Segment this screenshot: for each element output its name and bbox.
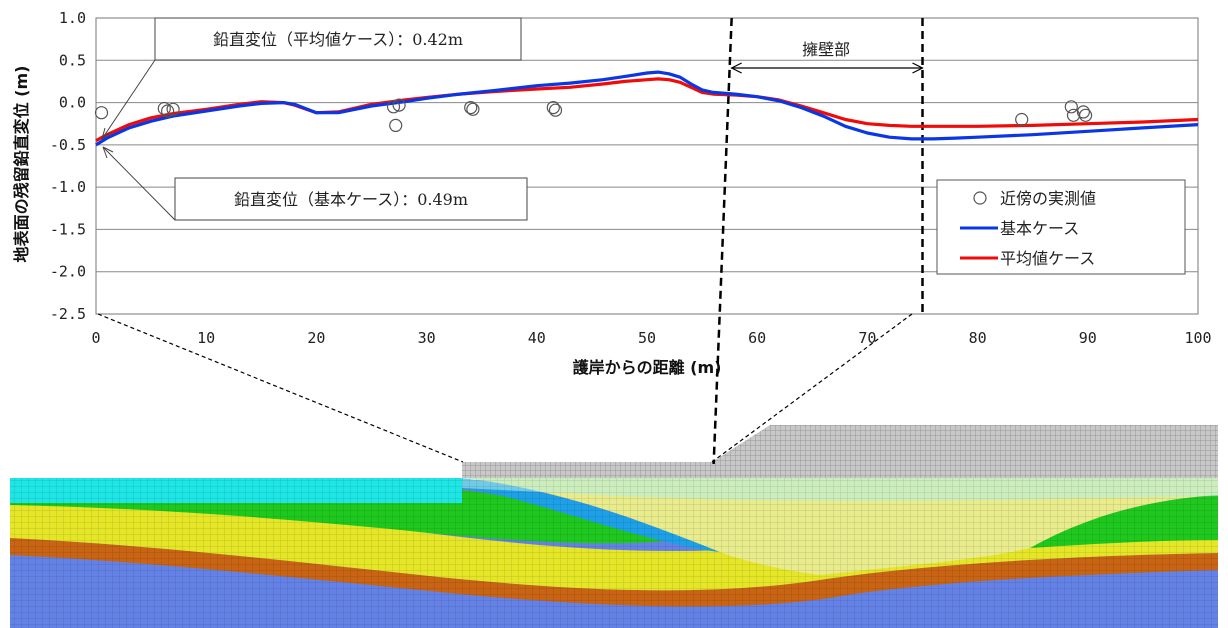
wall-left-dashed-line bbox=[712, 17, 733, 465]
observed-point bbox=[157, 101, 171, 116]
observed-point bbox=[546, 100, 560, 115]
observed-point bbox=[161, 104, 175, 118]
fem-cross-section bbox=[10, 425, 1218, 628]
x-tick-label: 80 bbox=[969, 329, 987, 347]
observed-point bbox=[1076, 105, 1091, 119]
callout-average-leader bbox=[101, 59, 156, 140]
retaining-wall-annotation: 擁壁部 bbox=[712, 17, 924, 465]
x-tick-label: 0 bbox=[91, 329, 100, 347]
observed-point bbox=[548, 103, 563, 117]
x-tick-label: 40 bbox=[528, 329, 546, 347]
mesh-grid bbox=[10, 478, 1218, 628]
observed-points bbox=[94, 98, 1093, 133]
callout-average-arrowhead bbox=[101, 127, 112, 140]
callout-basic-leader bbox=[102, 146, 176, 221]
observed-point bbox=[166, 102, 180, 116]
arrow-head-right bbox=[912, 62, 924, 74]
x-tick-label: 100 bbox=[1184, 329, 1211, 347]
y-tick-label: -2.0 bbox=[50, 263, 86, 281]
callout-basic-box bbox=[174, 177, 528, 221]
retaining-wall-label: 擁壁部 bbox=[802, 40, 850, 59]
callout-basic-text: 鉛直変位（基本ケース）：0.49m bbox=[234, 190, 468, 209]
x-tick-label: 20 bbox=[307, 329, 325, 347]
x-tick-labels: 0 10 20 30 40 50 60 70 80 90 100 bbox=[91, 329, 1211, 347]
observed-point bbox=[464, 100, 478, 115]
observed-point bbox=[1078, 108, 1093, 122]
callout-average-text: 鉛直変位（平均値ケース）：0.42m bbox=[213, 30, 463, 49]
observed-point bbox=[386, 100, 401, 114]
callout-basic-arrowhead bbox=[102, 146, 114, 159]
y-tick-label: -1.5 bbox=[50, 220, 86, 238]
legend-average-label: 平均値ケース bbox=[1000, 249, 1095, 268]
chart: 0 10 20 30 40 50 60 70 80 90 100 1.0 0.5 0.0 -0.5 -1.0… bbox=[12, 9, 1212, 465]
gray-mesh-lines bbox=[462, 425, 1218, 478]
callout-average-box bbox=[154, 17, 522, 61]
legend-observed-label: 近傍の実測値 bbox=[1000, 189, 1096, 208]
x-tick-label: 70 bbox=[858, 329, 876, 347]
zoom-guide-left bbox=[97, 313, 464, 463]
legend-basic-label: 基本ケース bbox=[1000, 219, 1079, 238]
y-tick-label: -1.0 bbox=[50, 178, 86, 196]
observed-point bbox=[466, 102, 480, 116]
observed-point bbox=[1015, 112, 1029, 127]
x-tick-label: 90 bbox=[1079, 329, 1097, 347]
observed-point bbox=[392, 98, 406, 112]
x-axis-title: 護岸からの距離 (m) bbox=[573, 358, 722, 377]
series-line-basic bbox=[95, 70, 1199, 147]
y-tick-label: 1.0 bbox=[59, 9, 86, 27]
arrow-head-left bbox=[730, 62, 742, 74]
observed-point bbox=[1064, 100, 1078, 114]
y-tick-label: 0.5 bbox=[59, 51, 86, 69]
y-tick-label: 0.0 bbox=[59, 94, 86, 112]
x-tick-label: 10 bbox=[197, 329, 215, 347]
callout-basic-case: 鉛直変位（基本ケース）：0.49m bbox=[102, 146, 528, 221]
x-tick-label: 30 bbox=[418, 329, 436, 347]
series-layer bbox=[95, 70, 1199, 147]
x-tick-label: 60 bbox=[748, 329, 766, 347]
observed-point bbox=[389, 118, 403, 133]
legend: 近傍の実測値 基本ケース 平均値ケース bbox=[936, 179, 1186, 275]
callout-average-case: 鉛直変位（平均値ケース）：0.42m bbox=[101, 17, 522, 140]
y-tick-label: -2.5 bbox=[50, 305, 86, 323]
y-tick-label: -0.5 bbox=[50, 136, 86, 154]
y-tick-labels: 1.0 0.5 0.0 -0.5 -1.0 -1.5 -2.0 -2.5 bbox=[50, 9, 86, 323]
observed-point bbox=[94, 106, 109, 120]
y-axis-title: 地表面の残留鉛直変位 (m) bbox=[12, 66, 31, 263]
legend-observed-marker bbox=[973, 191, 987, 205]
x-tick-label: 50 bbox=[638, 329, 656, 347]
